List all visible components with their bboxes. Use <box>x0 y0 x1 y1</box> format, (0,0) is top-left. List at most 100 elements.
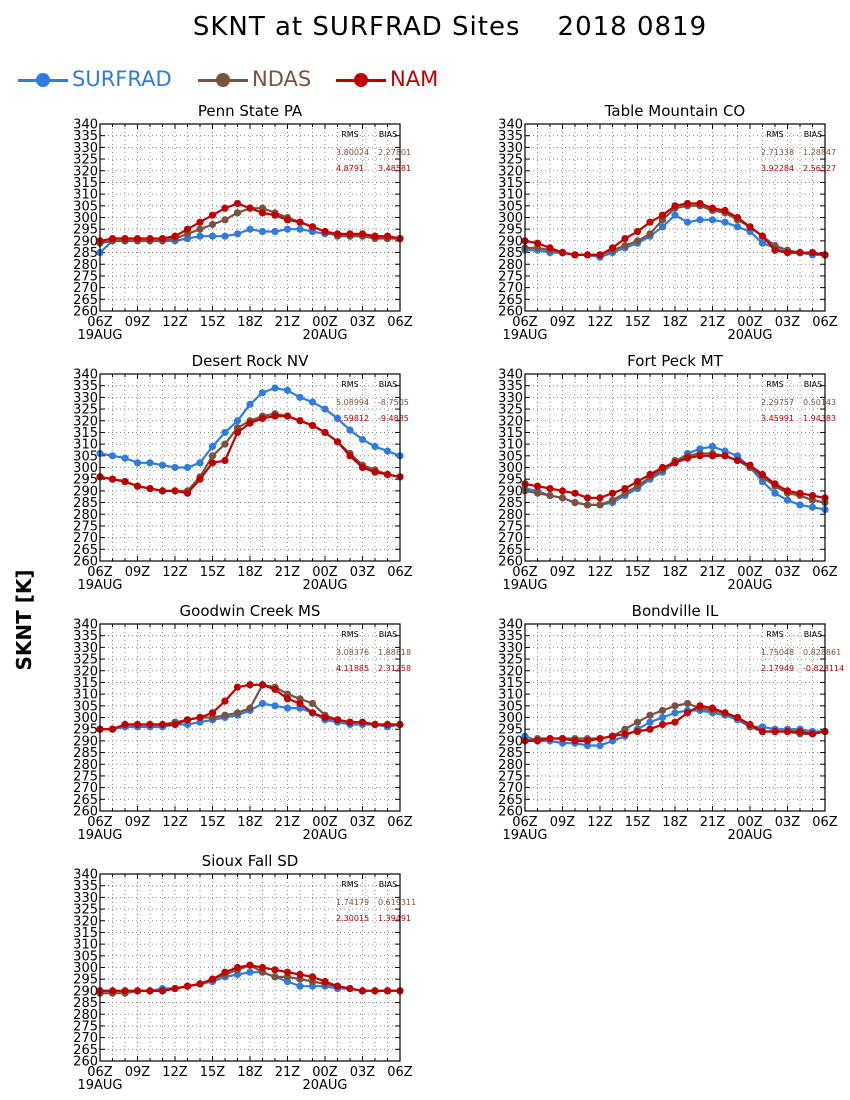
data-point <box>758 232 767 240</box>
data-point <box>633 718 642 726</box>
series-surfrad <box>96 384 404 472</box>
data-point <box>258 414 267 423</box>
x-date-label: 19AUG <box>77 1078 122 1093</box>
data-point <box>683 699 692 708</box>
data-point <box>608 244 617 252</box>
data-point <box>133 482 142 490</box>
x-tick-label: 09Z <box>125 315 151 330</box>
y-tick-label: 325 <box>73 903 98 918</box>
stats-bias-header: BIAS <box>379 880 397 889</box>
stats-rms-header: RMS <box>766 130 784 139</box>
y-tick-label: 285 <box>73 246 98 261</box>
x-tick-label: 00Z <box>312 315 338 330</box>
data-point <box>258 681 267 689</box>
x-tick-label: 12Z <box>587 315 613 330</box>
data-point <box>183 463 192 472</box>
data-point <box>696 216 704 224</box>
data-point <box>283 225 292 233</box>
stats-rms-value: 4.11885 <box>336 664 369 673</box>
data-point <box>671 211 679 219</box>
x-tick-label: 21Z <box>275 565 301 580</box>
data-point <box>658 720 667 729</box>
data-point <box>296 393 304 401</box>
data-point <box>108 452 117 460</box>
data-point <box>233 428 242 437</box>
stats-rms-header: RMS <box>341 130 359 139</box>
y-tick-label: 300 <box>498 211 523 226</box>
data-point <box>683 454 692 462</box>
y-tick-label: 335 <box>498 129 523 144</box>
data-point <box>621 241 629 250</box>
y-tick-label: 280 <box>498 508 523 523</box>
data-point <box>683 709 692 717</box>
stats-bias-value: 2.27801 <box>378 148 411 157</box>
data-point <box>746 461 754 469</box>
panel-table-mountain-co: Table Mountain CO34033533032532031531030… <box>498 102 838 343</box>
data-point <box>696 702 704 710</box>
data-point <box>633 727 642 736</box>
data-point <box>321 713 329 722</box>
y-tick-label: 315 <box>498 426 523 441</box>
x-date-label: 19AUG <box>502 328 547 343</box>
x-tick-label: 03Z <box>775 815 801 830</box>
y-tick-label: 325 <box>73 153 98 168</box>
data-point <box>308 973 317 981</box>
data-point <box>308 223 317 231</box>
data-point <box>321 227 329 236</box>
data-point <box>746 223 754 231</box>
y-tick-label: 335 <box>73 379 98 394</box>
y-tick-label: 325 <box>73 403 98 418</box>
y-tick-label: 310 <box>73 438 98 453</box>
x-date-label: 20AUG <box>727 578 772 593</box>
data-point <box>808 730 817 738</box>
data-point <box>233 230 242 238</box>
data-point <box>671 202 679 210</box>
data-point <box>308 421 317 430</box>
x-tick-label: 06Z <box>387 1065 413 1080</box>
stats-rms-value: 3.92284 <box>761 164 794 173</box>
x-tick-label: 09Z <box>550 815 576 830</box>
panel-title: Sioux Fall SD <box>202 852 299 870</box>
data-point <box>633 227 642 236</box>
legend-marker-swatch <box>354 73 368 87</box>
series-ndas <box>521 449 829 509</box>
data-point <box>246 400 254 408</box>
stats-rms-value: 2.30015 <box>336 914 369 923</box>
y-tick-label: 315 <box>73 176 98 191</box>
y-tick-label: 280 <box>73 258 98 273</box>
y-tick-label: 330 <box>498 391 523 406</box>
legend-marker-swatch <box>216 73 230 87</box>
y-tick-label: 320 <box>73 914 98 929</box>
y-tick-label: 340 <box>73 368 98 383</box>
panel-penn-state-pa: Penn State PA 340335330325320315310305300… <box>73 102 413 343</box>
y-tick-label: 305 <box>73 699 98 714</box>
data-point <box>533 482 542 490</box>
data-point <box>633 237 642 245</box>
x-tick-label: 03Z <box>350 1065 376 1080</box>
data-point <box>583 251 592 259</box>
data-point <box>571 251 579 259</box>
data-point <box>258 209 267 217</box>
data-point <box>646 718 654 726</box>
x-tick-label: 18Z <box>237 1065 263 1080</box>
y-tick-label: 315 <box>498 676 523 691</box>
x-tick-label: 09Z <box>550 315 576 330</box>
data-point <box>646 711 654 719</box>
stats-rms-value: 2.71338 <box>761 148 794 157</box>
stats-bias-value: -8.7505 <box>378 398 409 407</box>
panel-sioux-fall-sd: Sioux Fall SD 340335330325320315310305300… <box>73 852 416 1093</box>
data-point <box>133 459 142 467</box>
stats-rms-value: 1.75048 <box>761 648 794 657</box>
y-tick-label: 340 <box>498 368 523 383</box>
data-point <box>683 199 692 208</box>
data-point <box>221 968 229 976</box>
data-point <box>608 496 617 504</box>
y-tick-label: 260 <box>73 1055 98 1070</box>
y-tick-label: 260 <box>73 805 98 820</box>
data-point <box>671 709 679 717</box>
data-point <box>246 968 254 976</box>
y-tick-label: 270 <box>498 281 523 296</box>
stats-bias-value: 2.31258 <box>378 664 411 673</box>
data-point <box>158 234 167 243</box>
stats-bias-value: 1.39491 <box>378 914 411 923</box>
